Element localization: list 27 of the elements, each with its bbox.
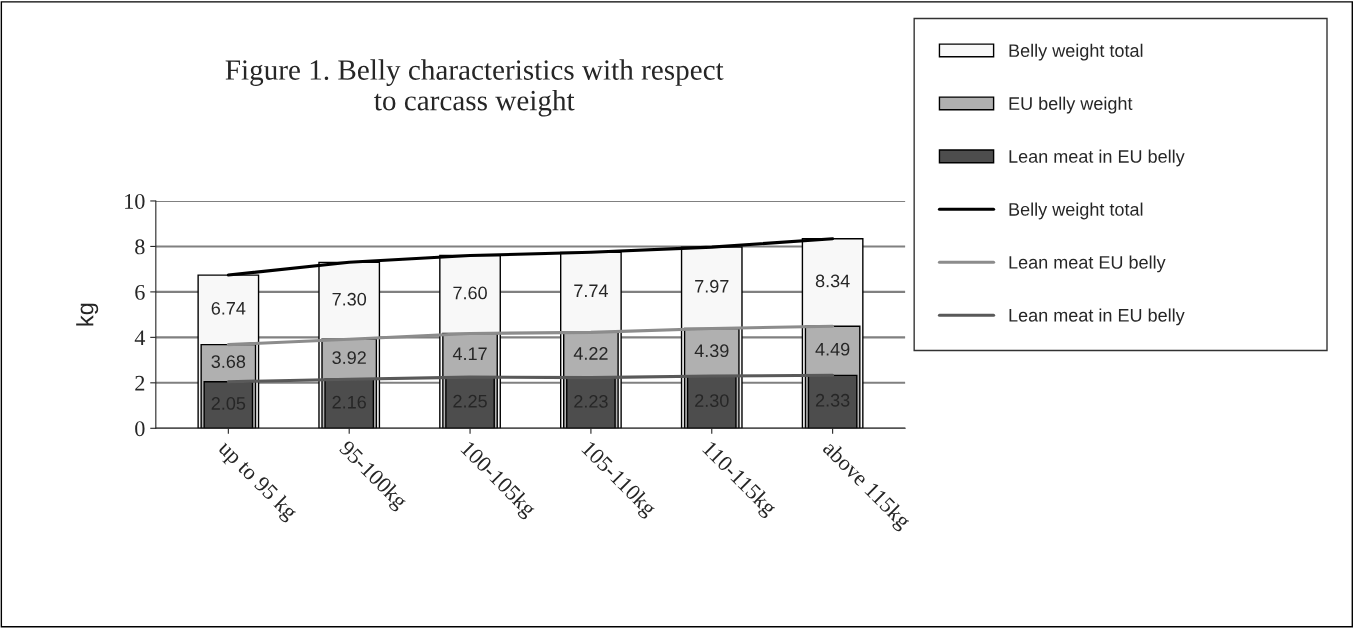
data-label: 4.49 (815, 342, 850, 356)
data-label: 8.34 (815, 274, 850, 288)
legend-label: Lean meat in EU belly (1009, 149, 1185, 167)
data-label: 7.74 (574, 284, 608, 298)
y-tick-label: 6 (135, 284, 145, 300)
data-label: 4.17 (452, 347, 487, 360)
chart-title: Figure 1. Belly characteristics with respect to carcass weight (225, 59, 724, 117)
data-label: 6.74 (211, 301, 246, 315)
y-tick-label: 10 (125, 193, 145, 209)
x-tick-label: up to 95 kg (214, 438, 300, 524)
legend-label: Belly weight total (1009, 43, 1143, 61)
data-label: 7.97 (695, 279, 729, 293)
y-tick-label: 2 (135, 375, 145, 391)
data-label: 7.60 (453, 286, 487, 300)
data-label: 7.30 (332, 292, 367, 306)
legend-label: Belly weight total (1009, 202, 1143, 220)
y-tick-label: 0 (135, 421, 145, 437)
legend-label: Lean meat in EU belly (1009, 308, 1185, 326)
y-tick-label: 4 (134, 330, 146, 346)
y-axis-title: kg (76, 303, 99, 326)
data-label: 3.92 (332, 351, 366, 365)
data-label: 4.39 (694, 344, 729, 358)
legend-label: Lean meat EU belly (1009, 255, 1166, 273)
legend-label: EU belly weight (1009, 96, 1133, 114)
data-label: 4.22 (573, 347, 608, 360)
data-label: 3.68 (211, 355, 246, 369)
y-tick-label: 8 (135, 239, 145, 255)
